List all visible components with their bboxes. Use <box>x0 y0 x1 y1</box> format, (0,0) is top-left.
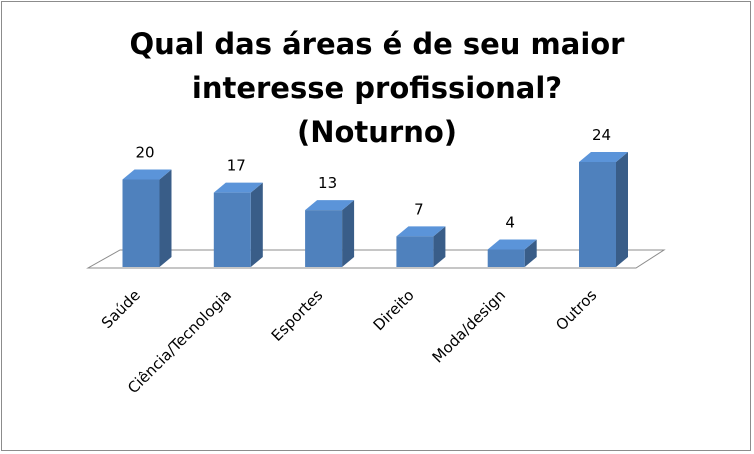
x-tick-label: Outros <box>552 286 600 334</box>
data-label: 24 <box>592 126 611 144</box>
bar <box>487 249 525 267</box>
bar-top <box>396 226 446 237</box>
bar-top <box>487 239 537 250</box>
chart-title: Qual das áreas é de seu maior interesse … <box>129 27 625 149</box>
bar <box>396 236 434 267</box>
x-tick-label: Esportes <box>268 286 327 345</box>
bar-side <box>433 226 446 267</box>
bar-side <box>616 152 628 267</box>
bar-top <box>305 200 355 211</box>
data-label: 4 <box>505 214 515 232</box>
bar <box>213 192 251 267</box>
bar-side <box>524 239 537 267</box>
x-tick-label: Ciência/Tecnologia <box>124 286 235 397</box>
x-tick-label: Moda/design <box>429 286 509 366</box>
floor <box>86 249 666 269</box>
bar-side <box>342 200 355 267</box>
bar <box>122 179 160 267</box>
x-tick-label: Direito <box>370 286 418 334</box>
x-tick-label: Saúde <box>98 286 144 332</box>
bar-top <box>213 182 263 193</box>
data-label: 20 <box>135 144 154 162</box>
bar-top <box>122 169 172 180</box>
bar-side <box>250 182 263 267</box>
data-label: 7 <box>414 200 424 218</box>
bar-side <box>159 169 172 267</box>
data-label: 17 <box>227 157 246 175</box>
data-label: 13 <box>318 174 337 192</box>
bar <box>579 162 616 267</box>
bar <box>305 210 343 267</box>
bar-top <box>579 152 628 162</box>
